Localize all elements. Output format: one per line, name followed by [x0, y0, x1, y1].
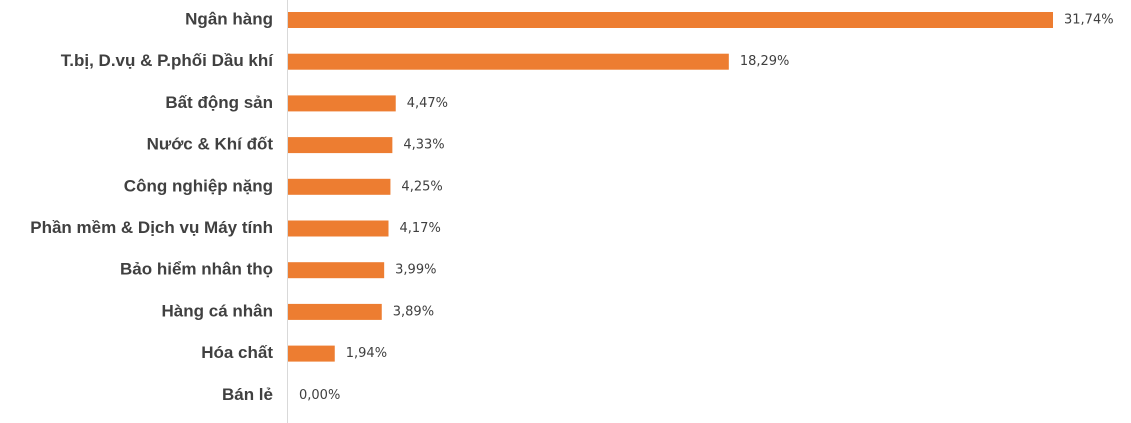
- category-label: Ngân hàng: [185, 9, 273, 28]
- category-labels: Ngân hàng T.bị, D.vụ & P.phối Dầu khí Bất …: [30, 9, 274, 403]
- value-label: 31,74%: [1064, 13, 1114, 28]
- bar: [288, 303, 382, 320]
- value-label: 4,25%: [401, 179, 442, 194]
- value-label: 0,00%: [299, 388, 340, 403]
- value-label: 18,29%: [740, 54, 790, 69]
- category-label: Bất động sản: [165, 93, 273, 112]
- value-label: 4,33%: [403, 138, 444, 153]
- bar: [288, 137, 393, 154]
- bar: [288, 53, 729, 70]
- bar: [288, 345, 335, 362]
- value-label: 4,17%: [400, 221, 441, 236]
- bar: [288, 220, 389, 237]
- bar: [288, 178, 391, 195]
- value-label: 4,47%: [407, 96, 448, 111]
- value-label: 3,99%: [395, 263, 436, 278]
- bar: [288, 95, 396, 112]
- category-label: Bảo hiểm nhân thọ: [120, 260, 273, 279]
- category-label: Nước & Khí đốt: [147, 135, 274, 154]
- value-labels: 31,74% 18,29% 4,47% 4,33% 4,25% 4,17% 3,99% 3,8…: [299, 13, 1114, 403]
- bar: [288, 12, 1053, 28]
- category-label: Hóa chất: [201, 343, 273, 362]
- category-label: T.bị, D.vụ & P.phối Dầu khí: [61, 51, 274, 70]
- value-label: 3,89%: [393, 304, 434, 319]
- value-label: 1,94%: [346, 346, 387, 361]
- category-label: Bán lẻ: [222, 385, 273, 404]
- bar: [288, 262, 385, 279]
- bars: [288, 12, 1053, 362]
- category-label: Hàng cá nhân: [162, 301, 273, 320]
- category-label: Công nghiệp nặng: [124, 176, 273, 195]
- category-label: Phần mềm & Dịch vụ Máy tính: [30, 218, 273, 237]
